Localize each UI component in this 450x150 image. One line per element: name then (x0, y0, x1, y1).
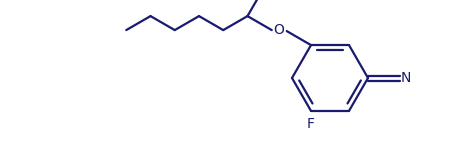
Text: F: F (307, 117, 315, 131)
Text: N: N (401, 71, 411, 85)
Text: O: O (273, 23, 284, 37)
